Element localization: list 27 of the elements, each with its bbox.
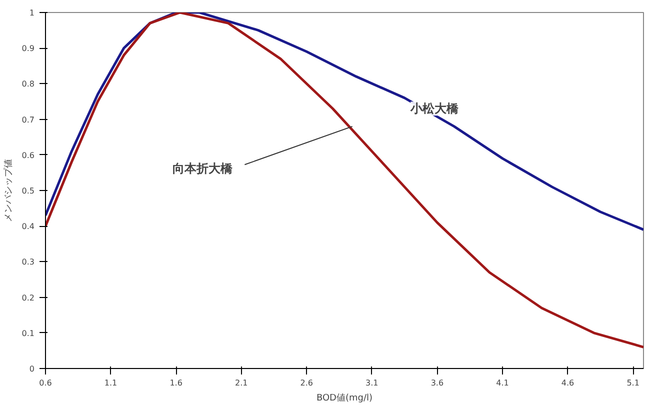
x-tick-label: 4.1 xyxy=(496,378,509,388)
y-tick-label: 0.9 xyxy=(22,44,35,54)
x-tick-label: 1.6 xyxy=(170,378,182,388)
y-tick-label: 1 xyxy=(29,8,35,18)
x-tick-label: 3.1 xyxy=(366,378,378,388)
y-tick-label: 0.8 xyxy=(22,80,35,89)
x-tick-label: 4.6 xyxy=(561,378,574,388)
y-tick-label: 0.5 xyxy=(22,186,35,196)
y-tick-label: 0.7 xyxy=(22,115,35,124)
line-series xyxy=(46,12,644,231)
x-axis-title: BOD値(mg/l) xyxy=(316,392,373,404)
y-tick-label: 0.1 xyxy=(22,328,35,338)
x-tick-label: 2.6 xyxy=(300,378,314,388)
annotation: 小松大橋 xyxy=(410,102,460,116)
y-tick-label: 0.3 xyxy=(22,258,35,267)
y-tick-label: 0.2 xyxy=(22,293,35,302)
y-tick-label: 0 xyxy=(29,364,35,374)
x-tick-label: 2.1 xyxy=(234,378,248,388)
x-tick-label: 3.6 xyxy=(430,378,444,388)
line-series xyxy=(46,12,644,348)
y-tick-label: 0.4 xyxy=(22,222,35,232)
y-tick-label: 0.6 xyxy=(22,150,35,160)
x-tick-label: 1.1 xyxy=(104,378,118,388)
annotation: 向本折大橋 xyxy=(172,161,234,176)
x-tick-label: 5.1 xyxy=(626,378,640,388)
y-axis-title: メンバシップ値 xyxy=(2,159,14,222)
x-tick-label: 0.6 xyxy=(39,378,52,388)
